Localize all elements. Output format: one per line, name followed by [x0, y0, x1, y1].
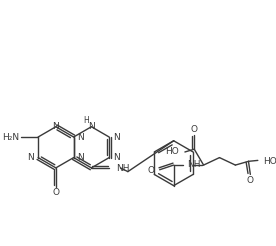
Text: N: N [77, 153, 84, 162]
Text: H₂N: H₂N [2, 133, 19, 141]
Text: N: N [88, 122, 95, 131]
Text: N: N [52, 122, 59, 131]
Text: HO: HO [263, 157, 276, 166]
Text: NH: NH [116, 164, 129, 173]
Text: N: N [113, 133, 120, 141]
Text: O: O [52, 188, 59, 197]
Text: NH: NH [187, 160, 200, 169]
Text: H: H [83, 116, 89, 125]
Text: HO: HO [166, 147, 179, 155]
Text: O: O [191, 125, 198, 134]
Text: N: N [113, 153, 120, 162]
Text: O: O [148, 166, 155, 175]
Text: O: O [247, 176, 254, 184]
Text: N: N [28, 153, 34, 162]
Text: N: N [77, 133, 84, 141]
